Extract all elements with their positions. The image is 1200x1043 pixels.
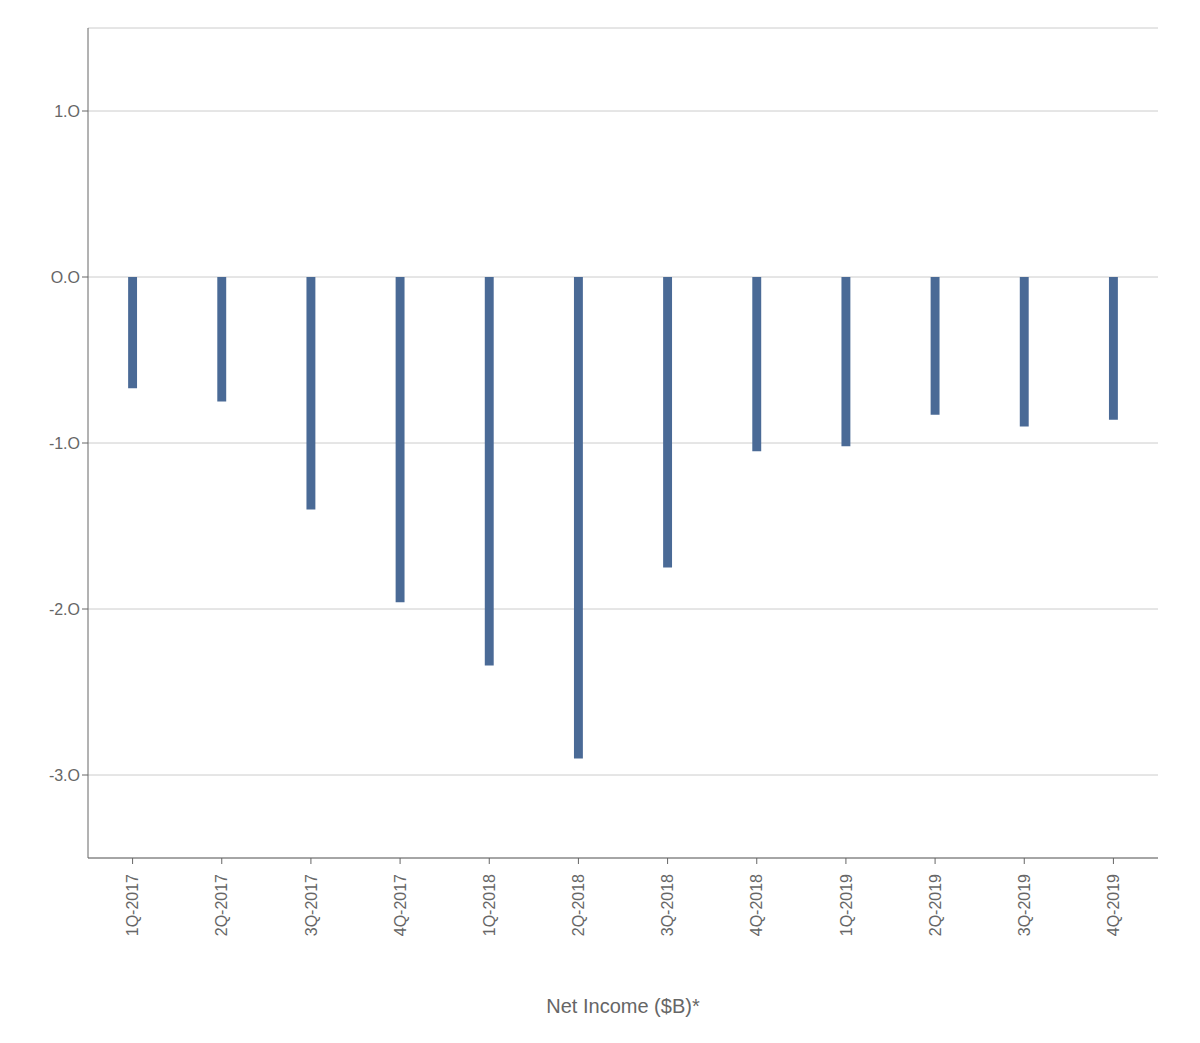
svg-text:3Q-2019: 3Q-2019 bbox=[1016, 874, 1033, 936]
svg-text:4Q-2017: 4Q-2017 bbox=[392, 874, 409, 936]
svg-text:1Q-2018: 1Q-2018 bbox=[481, 874, 498, 936]
svg-text:2Q-2017: 2Q-2017 bbox=[213, 874, 230, 936]
svg-text:1Q-2017: 1Q-2017 bbox=[124, 874, 141, 936]
svg-text:2Q-2018: 2Q-2018 bbox=[570, 874, 587, 936]
svg-text:Net Income ($B)*: Net Income ($B)* bbox=[546, 995, 700, 1017]
svg-text:4Q-2019: 4Q-2019 bbox=[1105, 874, 1122, 936]
svg-text:4Q-2018: 4Q-2018 bbox=[748, 874, 765, 936]
svg-text:-2.O: -2.O bbox=[49, 601, 80, 618]
svg-text:3Q-2017: 3Q-2017 bbox=[303, 874, 320, 936]
svg-text:-1.O: -1.O bbox=[49, 435, 80, 452]
svg-text:-3.O: -3.O bbox=[49, 767, 80, 784]
svg-text:2Q-2019: 2Q-2019 bbox=[927, 874, 944, 936]
svg-text:1Q-2019: 1Q-2019 bbox=[838, 874, 855, 936]
svg-text:1.O: 1.O bbox=[54, 103, 80, 120]
svg-text:O.O: O.O bbox=[51, 269, 80, 286]
svg-text:3Q-2018: 3Q-2018 bbox=[659, 874, 676, 936]
